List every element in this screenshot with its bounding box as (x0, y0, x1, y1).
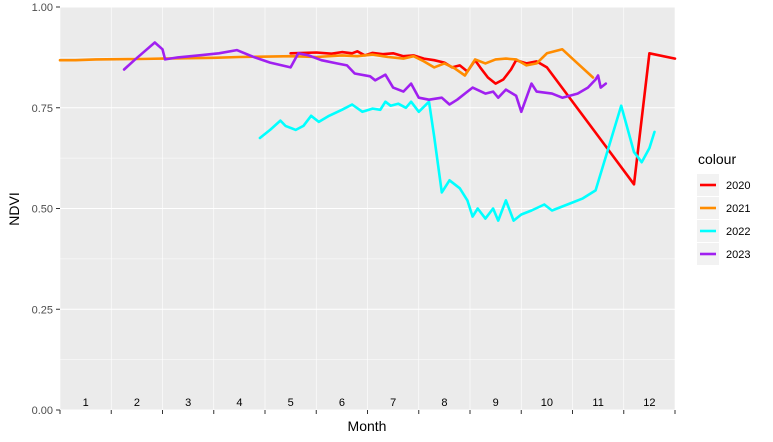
month-label: 6 (339, 397, 345, 409)
legend-label-2021: 2021 (726, 203, 750, 215)
legend-title: colour (698, 151, 736, 167)
legend-label-2020: 2020 (726, 180, 750, 192)
month-label: 11 (592, 397, 603, 409)
month-label: 8 (441, 397, 447, 409)
month-label: 7 (390, 397, 396, 409)
month-label: 4 (236, 397, 242, 409)
month-label: 3 (185, 397, 191, 409)
x-axis-title: Month (348, 418, 387, 434)
legend: colour 2020 2021 2022 2023 (697, 151, 750, 265)
legend-items: 2020 2021 2022 2023 (697, 174, 750, 265)
x-axis (59, 410, 676, 414)
y-tick-label: 1.00 (32, 2, 53, 14)
series-line-2021 (58, 48, 595, 79)
y-axis: 0.00 0.25 0.50 0.75 1.00 (32, 2, 60, 417)
y-tick-label: 0.75 (32, 103, 53, 115)
series-line-2022 (258, 100, 656, 222)
series-line-2023 (122, 41, 608, 114)
month-label: 2 (134, 397, 140, 409)
series-lines (58, 41, 677, 222)
y-axis-title: NDVI (6, 192, 22, 225)
month-label: 10 (541, 397, 553, 409)
month-label: 1 (83, 397, 89, 409)
month-labels: 1 2 3 4 5 6 7 8 9 10 11 12 (83, 397, 656, 409)
y-tick-label: 0.25 (32, 304, 53, 316)
month-label: 5 (288, 397, 294, 409)
legend-label-2023: 2023 (726, 249, 750, 261)
legend-label-2022: 2022 (726, 226, 750, 238)
month-label: 9 (493, 397, 499, 409)
y-tick-label: 0.50 (32, 204, 53, 216)
y-tick-label: 0.00 (32, 405, 53, 417)
series-line-2020 (289, 50, 677, 186)
month-label: 12 (643, 397, 655, 409)
